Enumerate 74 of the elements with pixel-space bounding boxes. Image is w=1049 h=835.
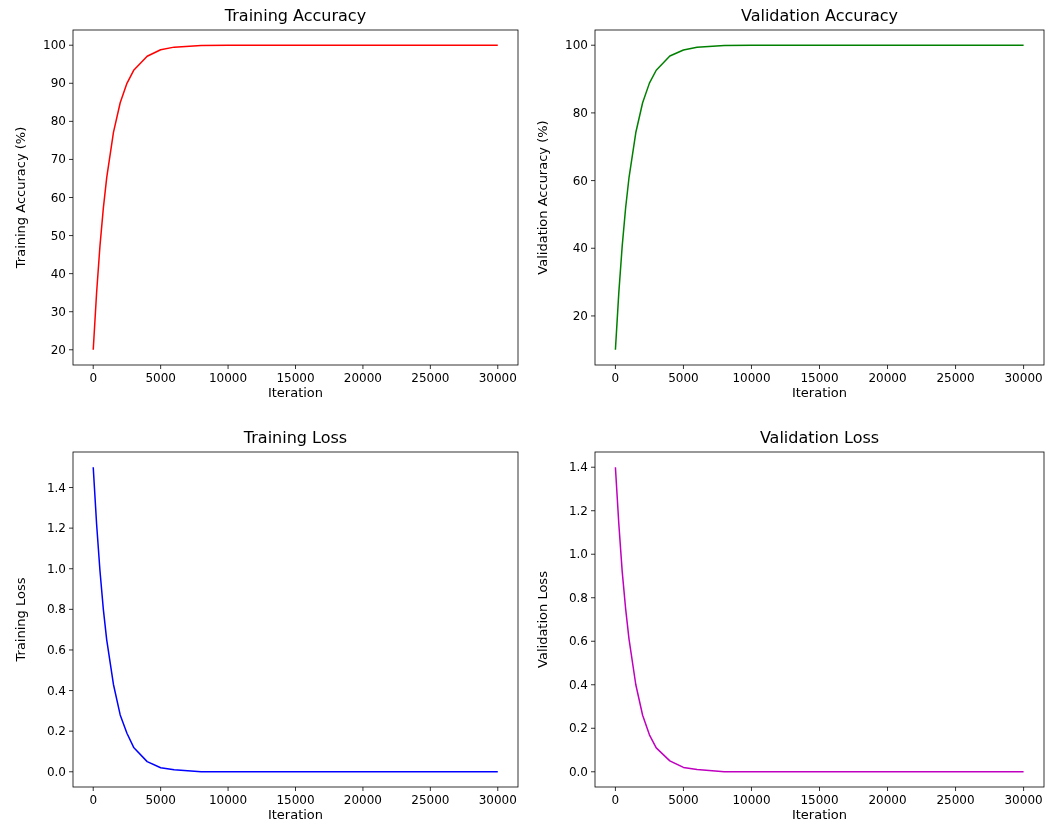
x-tick-label: 5000 xyxy=(668,793,699,807)
y-tick-label: 80 xyxy=(572,105,588,120)
y-tick-label: 40 xyxy=(572,241,588,256)
y-tick-label: 1.2 xyxy=(568,503,588,518)
y-tick-label: 0.4 xyxy=(46,683,66,698)
y-tick-label: 1.0 xyxy=(46,561,66,576)
y-tick-label: 0.2 xyxy=(46,724,66,739)
line-series xyxy=(92,44,499,351)
y-axis-title: Validation Accuracy (%) xyxy=(535,120,550,275)
x-tick-label: 0 xyxy=(611,793,620,807)
y-tick-label: 100 xyxy=(565,38,588,53)
x-tick-label: 0 xyxy=(89,793,98,807)
x-tick-label: 30000 xyxy=(478,371,517,385)
x-axis-title: Iteration xyxy=(267,385,324,400)
x-tick-label: 25000 xyxy=(936,793,975,807)
y-tick-label: 70 xyxy=(50,152,66,167)
x-tick-label: 20000 xyxy=(868,371,907,385)
y-axis-title: Training Loss xyxy=(13,577,28,663)
y-tick-label: 20 xyxy=(572,308,588,323)
x-axis-title: Iteration xyxy=(267,807,324,822)
y-tick-label: 50 xyxy=(50,228,66,243)
x-axis-title: Iteration xyxy=(791,807,848,822)
chart-title: Validation Accuracy xyxy=(740,6,899,25)
x-tick-label: 30000 xyxy=(1004,793,1043,807)
chart-title: Training Loss xyxy=(242,428,348,447)
y-tick-label: 0.0 xyxy=(568,764,588,779)
x-tick-label: 5000 xyxy=(668,371,699,385)
y-tick-label: 1.4 xyxy=(568,460,588,475)
x-tick-label: 10000 xyxy=(732,793,771,807)
y-tick-label: 0.6 xyxy=(46,642,66,657)
y-tick-label: 0.4 xyxy=(568,677,588,692)
y-tick-label: 60 xyxy=(572,173,588,188)
x-axis-title: Iteration xyxy=(791,385,848,400)
x-tick-label: 15000 xyxy=(800,371,839,385)
x-tick-label: 20000 xyxy=(343,793,383,807)
y-tick-label: 0.8 xyxy=(568,590,588,605)
y-axis-title: Training Accuracy (%) xyxy=(13,126,28,270)
line-series xyxy=(92,466,499,773)
x-tick-label: 25000 xyxy=(411,793,450,807)
y-tick-label: 60 xyxy=(50,190,66,205)
y-tick-label: 40 xyxy=(50,266,66,281)
x-tick-label: 5000 xyxy=(145,793,176,807)
y-tick-label: 1.4 xyxy=(46,480,66,495)
line-series xyxy=(614,466,1025,773)
x-tick-label: 20000 xyxy=(343,371,383,385)
y-tick-label: 30 xyxy=(50,304,66,319)
x-tick-label: 30000 xyxy=(1004,371,1043,385)
y-tick-label: 20 xyxy=(50,342,66,357)
x-tick-label: 0 xyxy=(89,371,98,385)
x-tick-label: 0 xyxy=(611,371,620,385)
x-tick-label: 15000 xyxy=(800,793,839,807)
x-tick-label: 10000 xyxy=(208,371,248,385)
x-tick-label: 25000 xyxy=(936,371,975,385)
x-tick-label: 10000 xyxy=(208,793,248,807)
y-tick-label: 100 xyxy=(43,38,66,53)
x-tick-label: 30000 xyxy=(478,793,517,807)
x-tick-label: 5000 xyxy=(145,371,176,385)
x-tick-label: 25000 xyxy=(411,371,450,385)
y-tick-label: 80 xyxy=(50,114,66,129)
x-tick-label: 15000 xyxy=(276,793,315,807)
y-tick-label: 1.0 xyxy=(568,547,588,562)
line-series xyxy=(614,44,1025,351)
x-tick-label: 10000 xyxy=(732,371,771,385)
y-tick-label: 0.8 xyxy=(46,602,66,617)
x-tick-label: 15000 xyxy=(276,371,315,385)
y-tick-label: 0.6 xyxy=(568,634,588,649)
y-tick-label: 0.2 xyxy=(568,721,588,736)
y-tick-label: 0.0 xyxy=(46,764,66,779)
y-tick-label: 90 xyxy=(50,76,66,91)
chart-title: Validation Loss xyxy=(759,428,880,447)
x-tick-label: 20000 xyxy=(868,793,907,807)
y-axis-title: Validation Loss xyxy=(535,570,550,668)
y-tick-label: 1.2 xyxy=(46,521,66,536)
chart-title: Training Accuracy xyxy=(223,6,367,25)
